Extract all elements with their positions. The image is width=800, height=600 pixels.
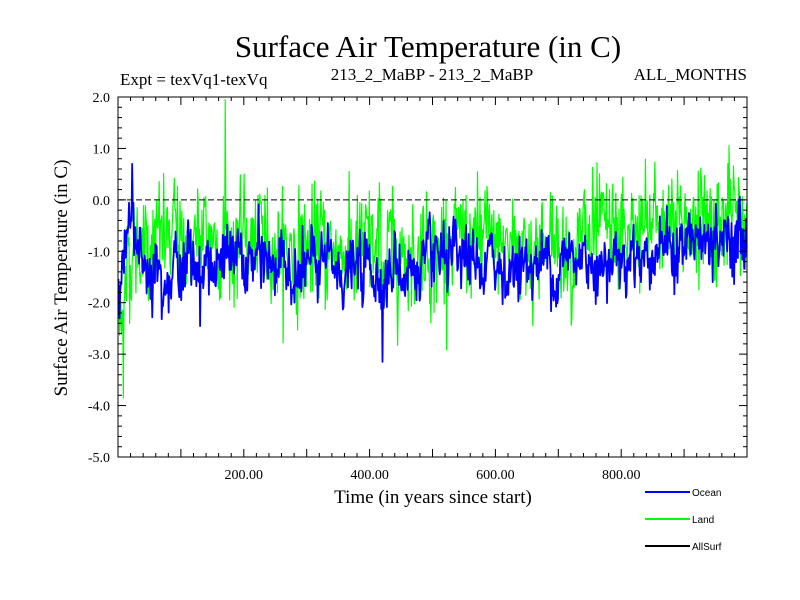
y-tick-label: -3.0 (88, 348, 110, 363)
legend: Ocean Land AllSurf (645, 488, 722, 553)
chart-subtitle-center: 213_2_MaBP - 213_2_MaBP (331, 65, 533, 84)
y-tick-label: -5.0 (88, 451, 110, 466)
chart-subtitle-right: ALL_MONTHS (634, 65, 747, 84)
ocean-series-line (117, 162, 748, 363)
legend-ocean-label: Ocean (692, 488, 721, 499)
y-tick-label: 0.0 (93, 194, 111, 209)
x-tick-label: 400.00 (350, 468, 389, 483)
ocean-series-group (117, 162, 748, 363)
x-tick-label: 200.00 (225, 468, 264, 483)
land-series-line (117, 98, 748, 399)
x-axis-label: Time (in years since start) (334, 487, 532, 508)
legend-allsurf-label: AllSurf (692, 542, 722, 553)
tick-labels-group: 200.00 400.00 600.00 800.00 -5.0 -4.0 -3.0 -2.0… (88, 91, 641, 483)
chart-subtitle-left: Expt = texVq1-texVq (120, 70, 268, 89)
chart-title: Surface Air Temperature (in C) (235, 29, 621, 64)
y-tick-label: -4.0 (88, 400, 110, 415)
y-tick-label: 2.0 (93, 91, 111, 106)
y-tick-label: -1.0 (88, 245, 110, 260)
y-axis-label: Surface Air Temperature (in C) (51, 160, 72, 397)
legend-land-label: Land (692, 515, 714, 526)
y-tick-label: 1.0 (93, 142, 111, 157)
x-tick-label: 800.00 (602, 468, 641, 483)
x-tick-label: 600.00 (476, 468, 515, 483)
land-series-group (117, 98, 748, 399)
y-tick-label: -2.0 (88, 297, 110, 312)
ticks-group (117, 96, 748, 458)
